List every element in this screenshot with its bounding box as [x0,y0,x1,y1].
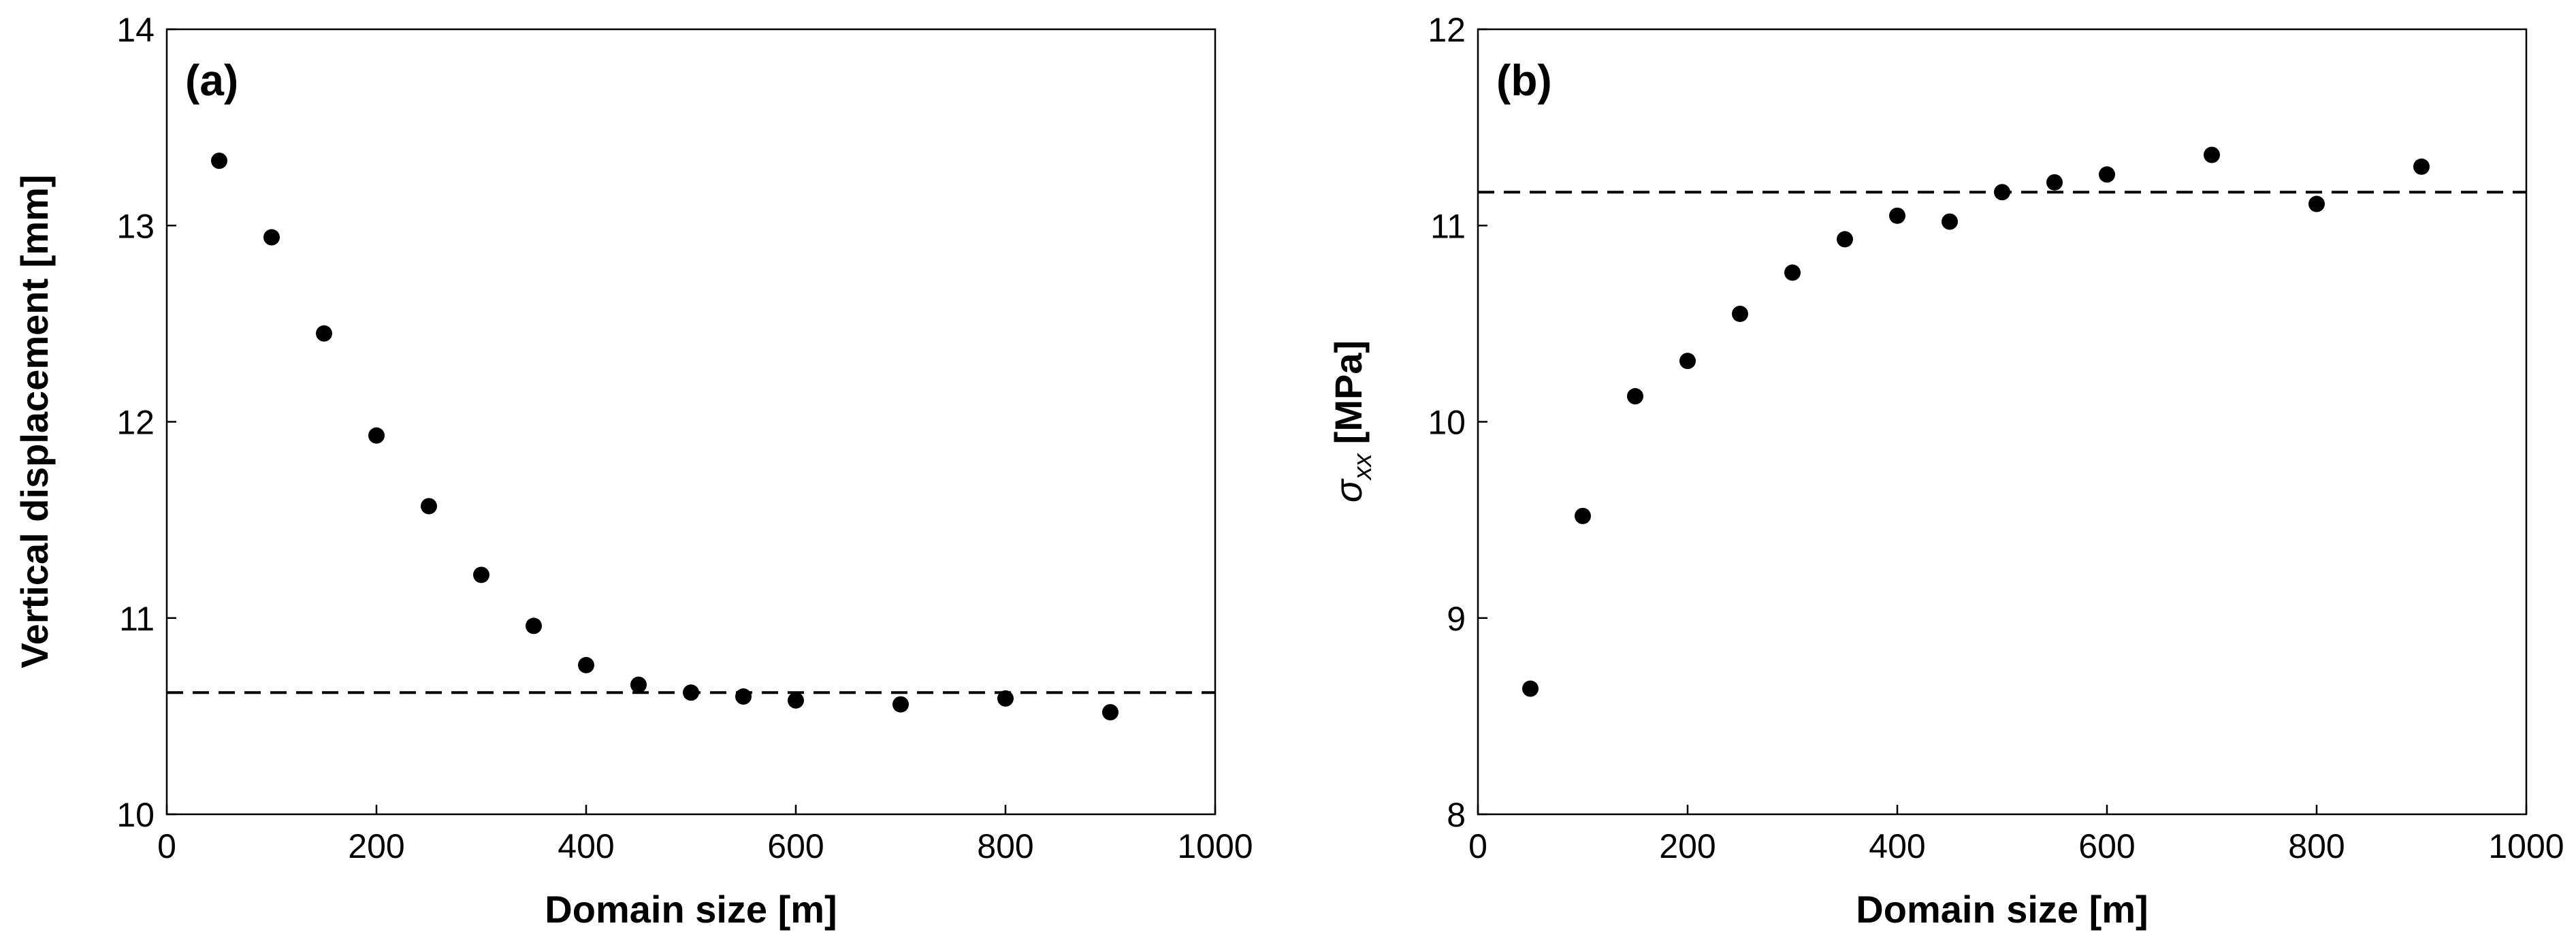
data-point [2099,166,2115,183]
x-tick-label: 600 [767,827,824,865]
y-axis-title-subscript: xx [1349,452,1377,481]
y-tick-label: 14 [116,11,155,49]
data-point [735,688,752,705]
data-point [473,566,489,583]
data-point [683,684,699,701]
data-point [2413,158,2430,175]
data-points [1522,146,2430,697]
x-tick-label: 600 [2078,827,2135,865]
panel-label: (b) [1496,56,1552,105]
x-tick-label: 800 [977,827,1033,865]
data-point [1837,231,1853,248]
y-tick-label: 12 [1428,11,1466,49]
x-tick-label: 400 [558,827,614,865]
x-tick-label: 200 [1659,827,1716,865]
y-tick-label: 10 [1428,404,1466,442]
data-point [1889,207,1905,224]
plot-area-frame [1477,28,2528,816]
y-tick-label: 11 [1430,207,1466,245]
x-axis-title: Domain size [m] [1856,888,2148,931]
data-point [316,325,332,342]
x-axis-ticks: 0 200 400 600 800 1000 [1468,805,2564,865]
data-point [1994,184,2010,201]
y-tick-label: 13 [116,207,155,245]
y-tick-label: 11 [119,600,155,638]
data-point [997,690,1014,707]
data-point [1679,353,1696,370]
x-tick-label: 200 [348,827,404,865]
data-point [2204,146,2220,163]
y-axis-title: σxx [MPa] [1327,340,1377,502]
data-point [1784,264,1801,281]
data-point [263,229,280,246]
x-tick-label: 400 [1869,827,1925,865]
data-point [1575,507,1591,524]
data-point [211,153,227,170]
data-points [211,153,1118,721]
data-point [2308,195,2325,212]
data-point [2046,174,2063,191]
y-tick-label: 12 [116,404,155,442]
y-tick-label: 8 [1447,796,1466,834]
data-point [578,656,594,673]
data-point [1942,213,1958,230]
y-axis-ticks: 10 11 12 13 14 [116,11,176,834]
data-point [788,692,804,709]
panel-b-chart: (b) Domain size [m] σxx [MPa] 0 200 400 600 8… [1327,11,2564,931]
data-point [1732,305,1748,322]
data-point [630,676,647,693]
x-axis-ticks: 0 200 400 600 800 1000 [157,805,1253,865]
x-axis-title: Domain size [m] [545,888,837,931]
x-tick-label: 1000 [2488,827,2564,865]
x-tick-label: 0 [1468,827,1487,865]
panel-a-chart: (a) Domain size [m] Vertical displacemen… [13,11,1253,931]
data-point [1522,680,1539,697]
data-point [1627,388,1643,405]
data-point [1102,704,1118,721]
data-point [892,696,909,713]
y-tick-label: 10 [116,796,155,834]
data-point [368,427,385,444]
data-point [526,618,542,635]
y-axis-title: Vertical displacement [mm] [13,174,56,668]
y-axis-title-unit: [MPa] [1327,340,1370,444]
y-tick-label: 9 [1447,600,1466,638]
data-point [421,498,437,515]
x-tick-label: 800 [2288,827,2345,865]
x-tick-label: 0 [157,827,176,865]
panel-label: (a) [185,56,238,105]
y-axis-ticks: 8 9 10 11 12 [1428,11,1487,834]
y-axis-title-symbol: σ [1327,478,1370,502]
x-tick-label: 1000 [1177,827,1253,865]
